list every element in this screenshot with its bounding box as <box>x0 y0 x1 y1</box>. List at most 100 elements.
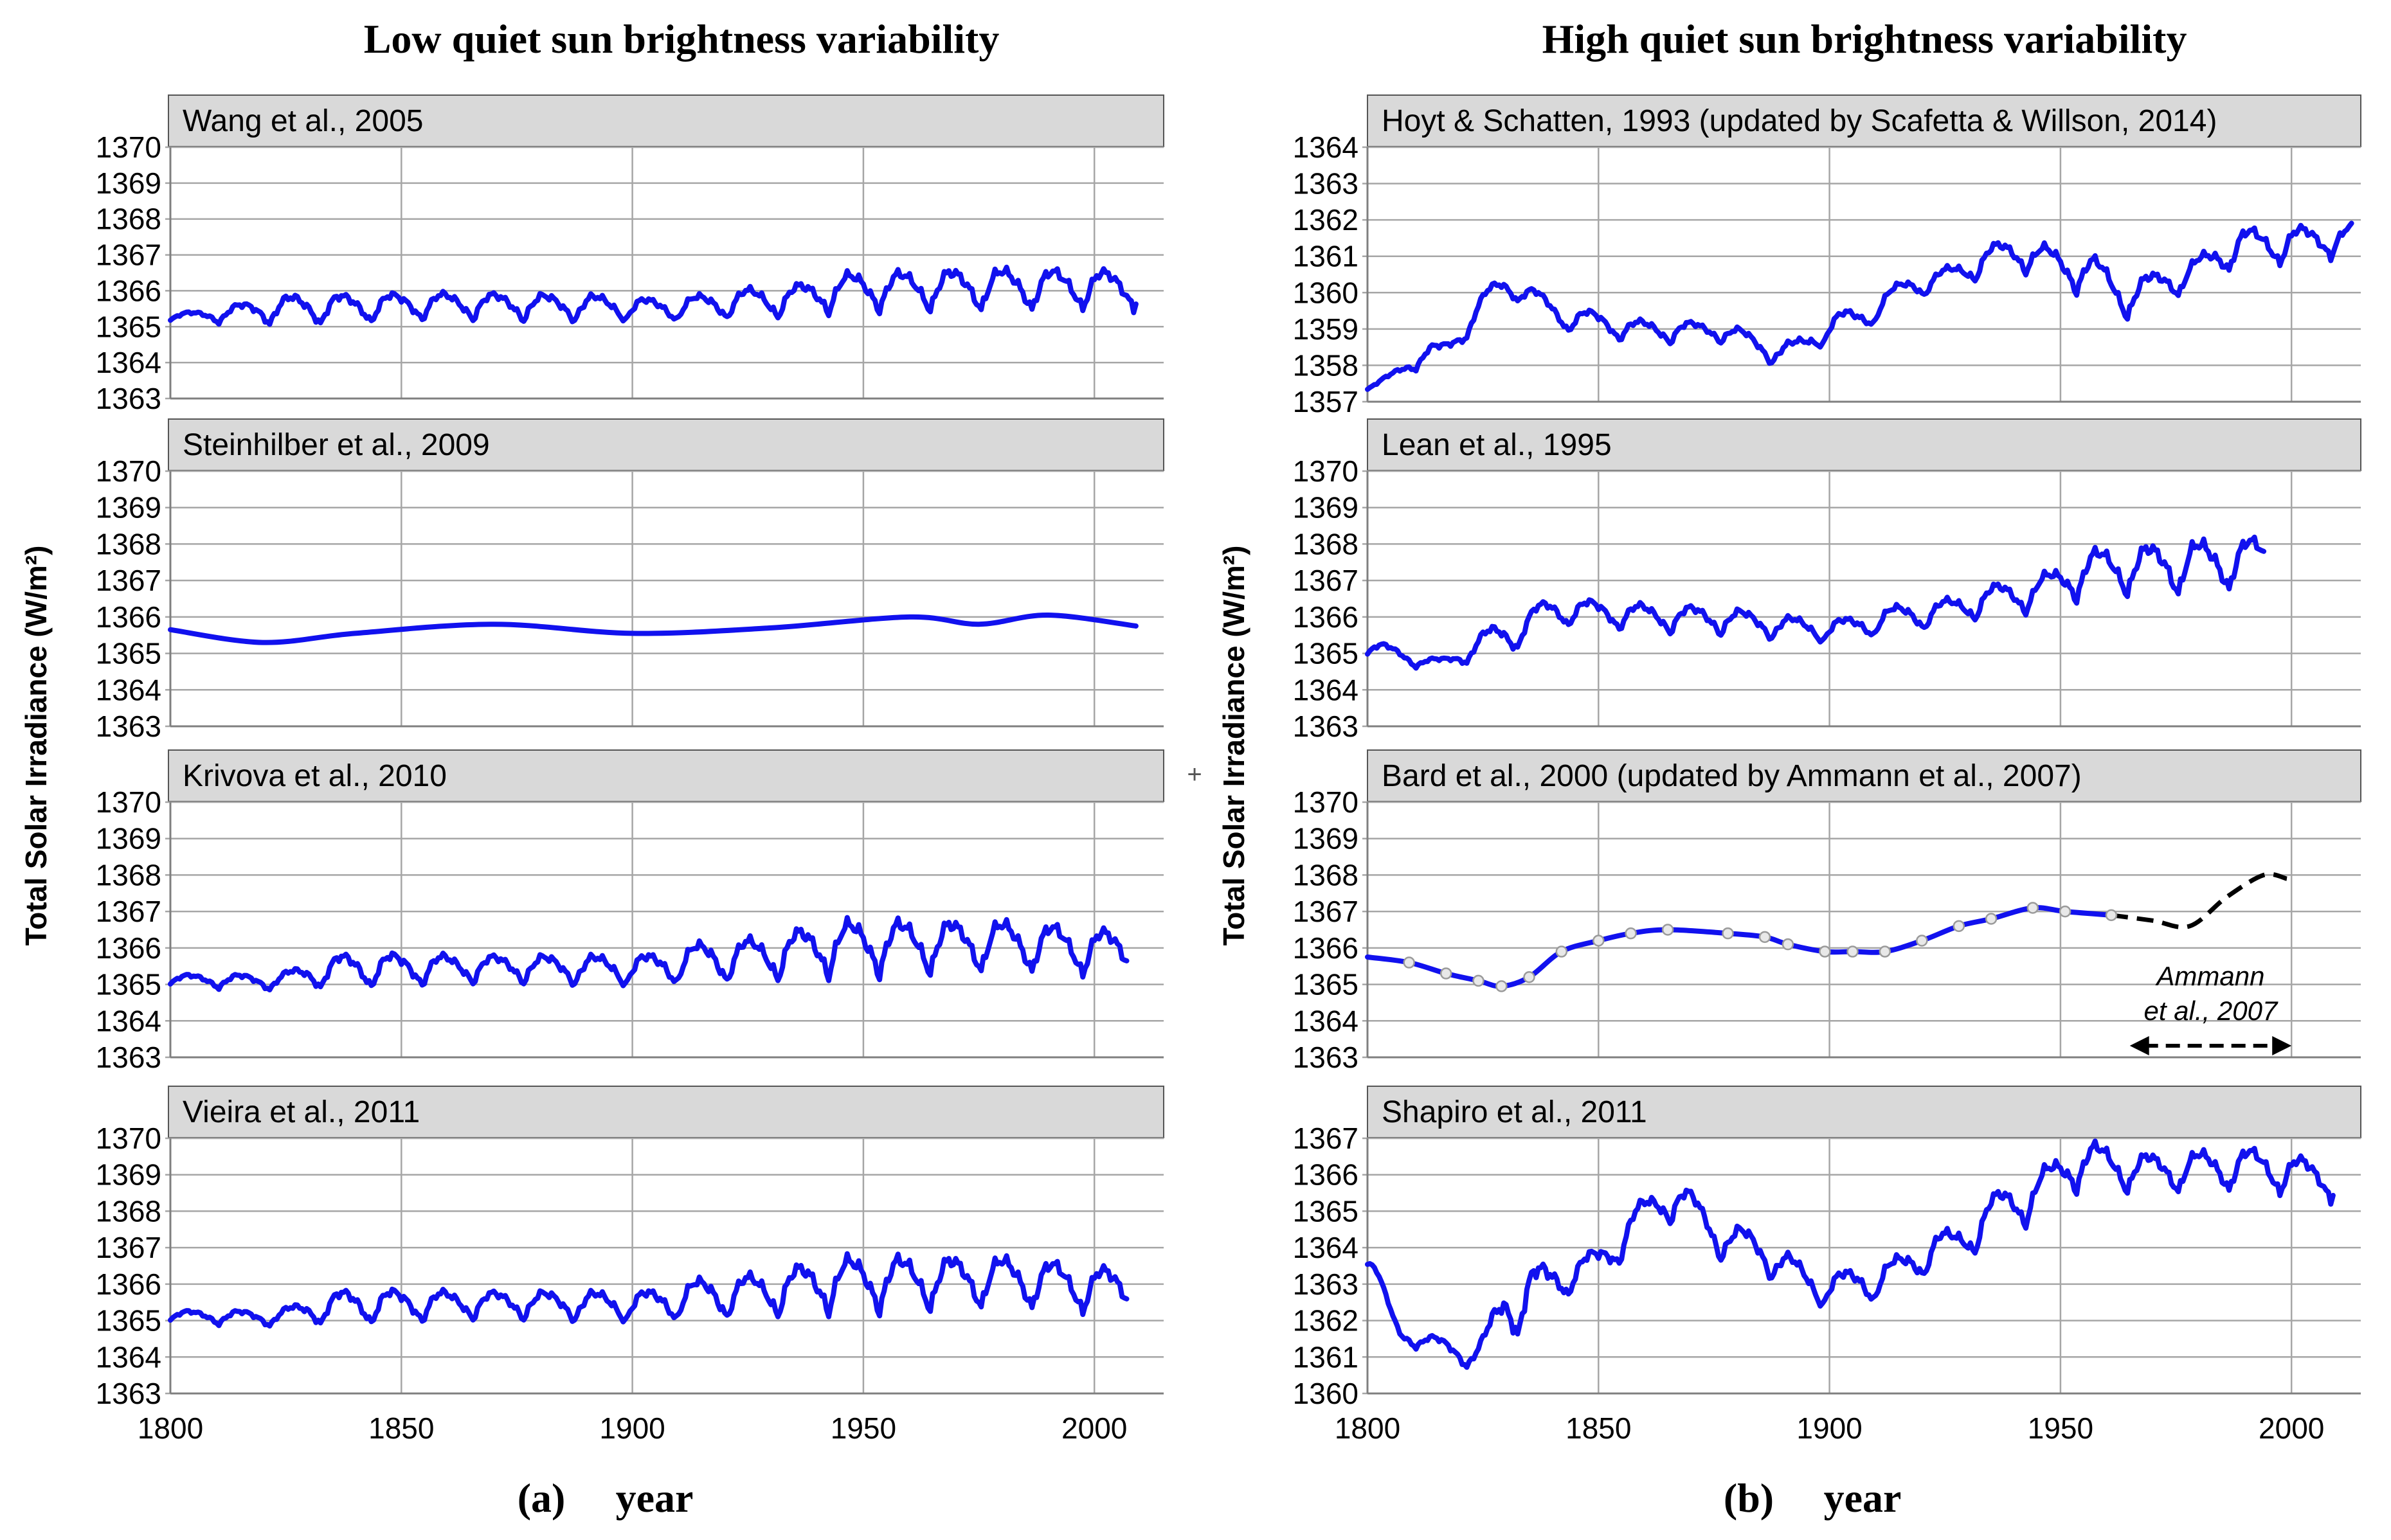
y-tick-label: 1367 <box>96 1231 161 1264</box>
y-tick-label: 1363 <box>1293 1267 1358 1301</box>
panels-group: Wang et al., 200513631364136513661367136… <box>96 94 2361 1445</box>
data-point-marker <box>2105 909 2118 922</box>
right-caption-letter: (b) <box>1724 1475 1774 1521</box>
x-tick-label: 1850 <box>1565 1411 1631 1445</box>
y-tick-label: 1362 <box>1293 203 1358 237</box>
series-line-lean <box>1365 534 2267 671</box>
y-tick-label: 1369 <box>96 166 161 200</box>
y-tick-label: 1365 <box>1293 1194 1358 1228</box>
y-tick-label: 1370 <box>1293 785 1358 819</box>
left-caption-letter: (a) <box>518 1475 566 1521</box>
y-tick-label: 1361 <box>1293 1340 1358 1374</box>
y-tick-label: 1366 <box>96 1267 161 1301</box>
range-arrow-left-head <box>2129 1036 2149 1055</box>
y-tick-label: 1364 <box>1293 1004 1358 1037</box>
data-point-marker <box>1439 967 1452 980</box>
y-tick-label: 1368 <box>1293 858 1358 891</box>
x-tick-label: 1950 <box>831 1411 896 1445</box>
y-tick-label: 1360 <box>1293 1377 1358 1410</box>
right-caption-word: year <box>1824 1475 1902 1521</box>
data-point-marker <box>1661 924 1674 936</box>
y-tick-label: 1369 <box>1293 822 1358 855</box>
y-tick-label: 1364 <box>1293 673 1358 706</box>
x-tick-label: 1950 <box>2028 1411 2093 1445</box>
y-tick-label: 1363 <box>96 382 161 415</box>
y-tick-label: 1367 <box>96 564 161 597</box>
panel-header-box <box>168 94 1164 147</box>
y-tick-label: 1365 <box>1293 637 1358 670</box>
series-line-hoyt <box>1365 220 2354 392</box>
x-tick-label: 1800 <box>138 1411 203 1445</box>
y-tick-label: 1368 <box>96 527 161 560</box>
data-point-marker <box>2026 902 2039 914</box>
y-tick-label: 1363 <box>1293 710 1358 743</box>
y-tick-label: 1358 <box>1293 348 1358 382</box>
y-tick-label: 1366 <box>96 931 161 965</box>
annotation-line-1: Ammann <box>2154 961 2264 991</box>
y-tick-label: 1363 <box>96 1041 161 1074</box>
right-y-axis-label: Total Solar Irradiance (W/m²) <box>1217 546 1250 946</box>
y-tick-label: 1364 <box>96 1004 161 1037</box>
y-tick-label: 1357 <box>1293 385 1358 418</box>
y-tick-label: 1364 <box>1293 1231 1358 1264</box>
data-point-marker <box>1819 945 1831 958</box>
panel-shapiro: Shapiro et al., 2011 1800 1850 1900 1950 2000… <box>1293 1086 2361 1445</box>
y-tick-label: 1364 <box>96 673 161 706</box>
y-tick-label: 1366 <box>96 600 161 634</box>
y-tick-label: 1365 <box>96 1304 161 1338</box>
y-tick-label: 1360 <box>1293 276 1358 309</box>
panel-steinhilber: Steinhilber et al., 2009 1363 136413651366… <box>96 418 1164 743</box>
series-line-ammann-dashed <box>2111 872 2287 929</box>
y-tick-label: 1362 <box>1293 1304 1358 1338</box>
y-tick-label: 1369 <box>1293 491 1358 524</box>
left-y-axis-label: Total Solar Irradiance (W/m²) <box>19 546 53 946</box>
panel-bard: Bard et al., 2000 (updated by Ammann et … <box>1293 749 2361 1074</box>
panel-title: Shapiro et al., 2011 <box>1382 1095 1647 1129</box>
series-line-shapiro <box>1365 1138 2336 1370</box>
data-point-marker <box>1403 956 1415 969</box>
plus-marker: + <box>1187 760 1202 789</box>
data-point-marker <box>1625 927 1637 940</box>
y-tick-label: 1363 <box>96 710 161 743</box>
data-point-marker <box>1472 974 1484 987</box>
y-tick-label: 1367 <box>1293 1122 1358 1155</box>
panel-title: Lean et al., 1995 <box>1382 428 1612 462</box>
y-tick-label: 1370 <box>1293 454 1358 488</box>
data-point-marker <box>1846 945 1859 958</box>
x-tick-label: 2000 <box>2259 1411 2324 1445</box>
data-point-marker <box>1985 913 1998 925</box>
y-tick-label: 1365 <box>1293 968 1358 1001</box>
data-point-marker <box>1592 935 1605 947</box>
panel-header-box <box>168 749 1164 802</box>
data-point-marker <box>1782 938 1794 951</box>
data-point-marker <box>1523 971 1535 983</box>
data-point-marker <box>1495 980 1508 992</box>
y-tick-label: 1366 <box>1293 1158 1358 1192</box>
y-tick-label: 1365 <box>96 310 161 343</box>
series-line-steinhilber <box>168 612 1139 645</box>
data-point-marker <box>1722 927 1734 940</box>
left-caption-word: year <box>616 1475 694 1521</box>
panel-title: Wang et al., 2005 <box>183 104 423 138</box>
x-tick-label: 1850 <box>368 1411 434 1445</box>
y-tick-label: 1370 <box>96 130 161 164</box>
y-tick-label: 1363 <box>96 1377 161 1410</box>
y-tick-label: 1368 <box>96 1194 161 1228</box>
panel-header-box <box>1367 418 2361 471</box>
y-tick-label: 1368 <box>96 202 161 236</box>
y-tick-label: 1365 <box>96 968 161 1001</box>
data-point-marker <box>1879 945 1891 958</box>
y-tick-label: 1366 <box>1293 931 1358 965</box>
right-column-title: High quiet sun brightness variability <box>1542 16 2187 62</box>
y-tick-label: 1370 <box>96 785 161 819</box>
panel-header-box <box>1367 94 2361 147</box>
y-tick-label: 1363 <box>1293 1041 1358 1074</box>
series-line-krivova <box>168 915 1130 992</box>
panel-krivova: Krivova et al., 2010 1363 1364136513661367… <box>96 749 1164 1074</box>
y-tick-label: 1364 <box>1293 130 1358 164</box>
y-tick-label: 1367 <box>1293 564 1358 597</box>
y-tick-label: 1364 <box>96 346 161 379</box>
x-tick-label: 1900 <box>599 1411 665 1445</box>
panel-title: Vieira et al., 2011 <box>183 1095 420 1129</box>
